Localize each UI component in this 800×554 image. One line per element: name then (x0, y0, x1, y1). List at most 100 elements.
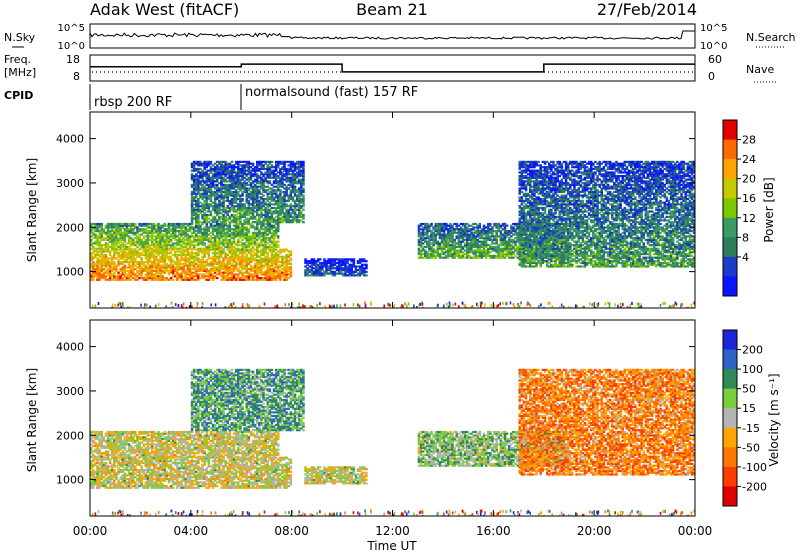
power-cell (159, 237, 162, 240)
power-cell (340, 263, 343, 266)
power-cell (501, 235, 505, 238)
power-cell (234, 171, 238, 174)
power-cell (258, 245, 261, 249)
power-cell (270, 224, 274, 227)
power-cell (243, 190, 246, 194)
power-cell (178, 264, 181, 267)
power-cell (205, 217, 208, 220)
power-cell (207, 226, 211, 229)
power-cell (516, 249, 519, 252)
power-cell (159, 240, 162, 243)
power-cell (293, 203, 297, 206)
power-cell (209, 275, 213, 278)
power-cell (495, 226, 498, 229)
power-cell (281, 173, 284, 176)
power-cell (136, 238, 139, 241)
power-cell (272, 221, 276, 224)
power-cell (153, 266, 156, 269)
power-cell (115, 231, 118, 234)
power-cell (503, 247, 507, 250)
power-cell (243, 242, 246, 245)
power-cell (218, 166, 221, 169)
power-cell (325, 272, 328, 275)
power-cell (237, 162, 240, 165)
power-cell (213, 166, 217, 169)
power-cell (140, 275, 143, 278)
power-cell (218, 237, 221, 240)
power-cell (222, 259, 225, 262)
power-cell (150, 277, 154, 280)
power-cell (289, 167, 293, 171)
power-cell (132, 259, 135, 262)
power-cell (203, 252, 206, 255)
power-cell (241, 192, 244, 195)
power-cell (352, 272, 356, 275)
power-cell (207, 237, 211, 240)
power-cell (266, 222, 269, 226)
power-cell (505, 242, 509, 245)
power-cell (211, 277, 215, 280)
power-cell (243, 171, 246, 174)
power-cell (213, 217, 217, 220)
power-cell (245, 210, 248, 213)
power-cell (266, 167, 269, 171)
power-cell (165, 233, 169, 236)
power-cell (163, 224, 166, 227)
power-cell (203, 160, 206, 163)
power-cell (484, 240, 488, 243)
power-cell (495, 256, 498, 259)
power-cell (279, 273, 282, 276)
power-cell (256, 273, 259, 276)
power-cell (237, 183, 240, 186)
power-cell (199, 201, 202, 204)
power-cell (241, 215, 244, 218)
power-cell (493, 222, 496, 226)
power-cell (207, 230, 211, 233)
power-cell (337, 272, 341, 275)
power-cell (310, 263, 314, 266)
power-cell (253, 253, 257, 257)
power-cell (468, 238, 471, 241)
power-cell (245, 226, 248, 229)
power-cell (211, 245, 215, 249)
power-cell (216, 167, 219, 171)
power-cell (165, 278, 169, 281)
power-cell (489, 251, 492, 254)
power-cell (98, 247, 101, 250)
power-cell (260, 192, 263, 195)
power-cell (325, 265, 328, 268)
power-cell (92, 268, 95, 271)
power-cell (207, 206, 211, 210)
power-cell (272, 230, 276, 233)
power-cell (222, 194, 225, 197)
power-cell (484, 242, 488, 245)
power-cell (127, 252, 131, 255)
power-cell (213, 162, 217, 165)
power-cell (226, 235, 229, 238)
power-cell (358, 267, 362, 270)
power-cell (90, 235, 93, 238)
power-cell (155, 237, 158, 240)
power-cell (279, 203, 282, 206)
power-cell (104, 259, 108, 262)
power-cell (224, 233, 227, 236)
power-cell (495, 237, 498, 240)
power-cell (176, 277, 179, 280)
power-cell (218, 253, 221, 257)
power-cell (218, 189, 221, 192)
power-cell (476, 240, 479, 243)
power-cell (94, 271, 97, 274)
power-cell (220, 261, 223, 264)
power-cell (461, 240, 465, 243)
power-cell (289, 198, 293, 201)
power-cell (295, 214, 299, 217)
power-cell (207, 228, 211, 231)
power-cell (218, 206, 221, 210)
power-cell (501, 249, 505, 252)
power-cell (249, 185, 253, 188)
power-cell (272, 250, 276, 253)
power-cell (111, 273, 114, 276)
power-cell (157, 233, 160, 236)
power-cell (285, 217, 288, 220)
power-cell (169, 257, 173, 260)
